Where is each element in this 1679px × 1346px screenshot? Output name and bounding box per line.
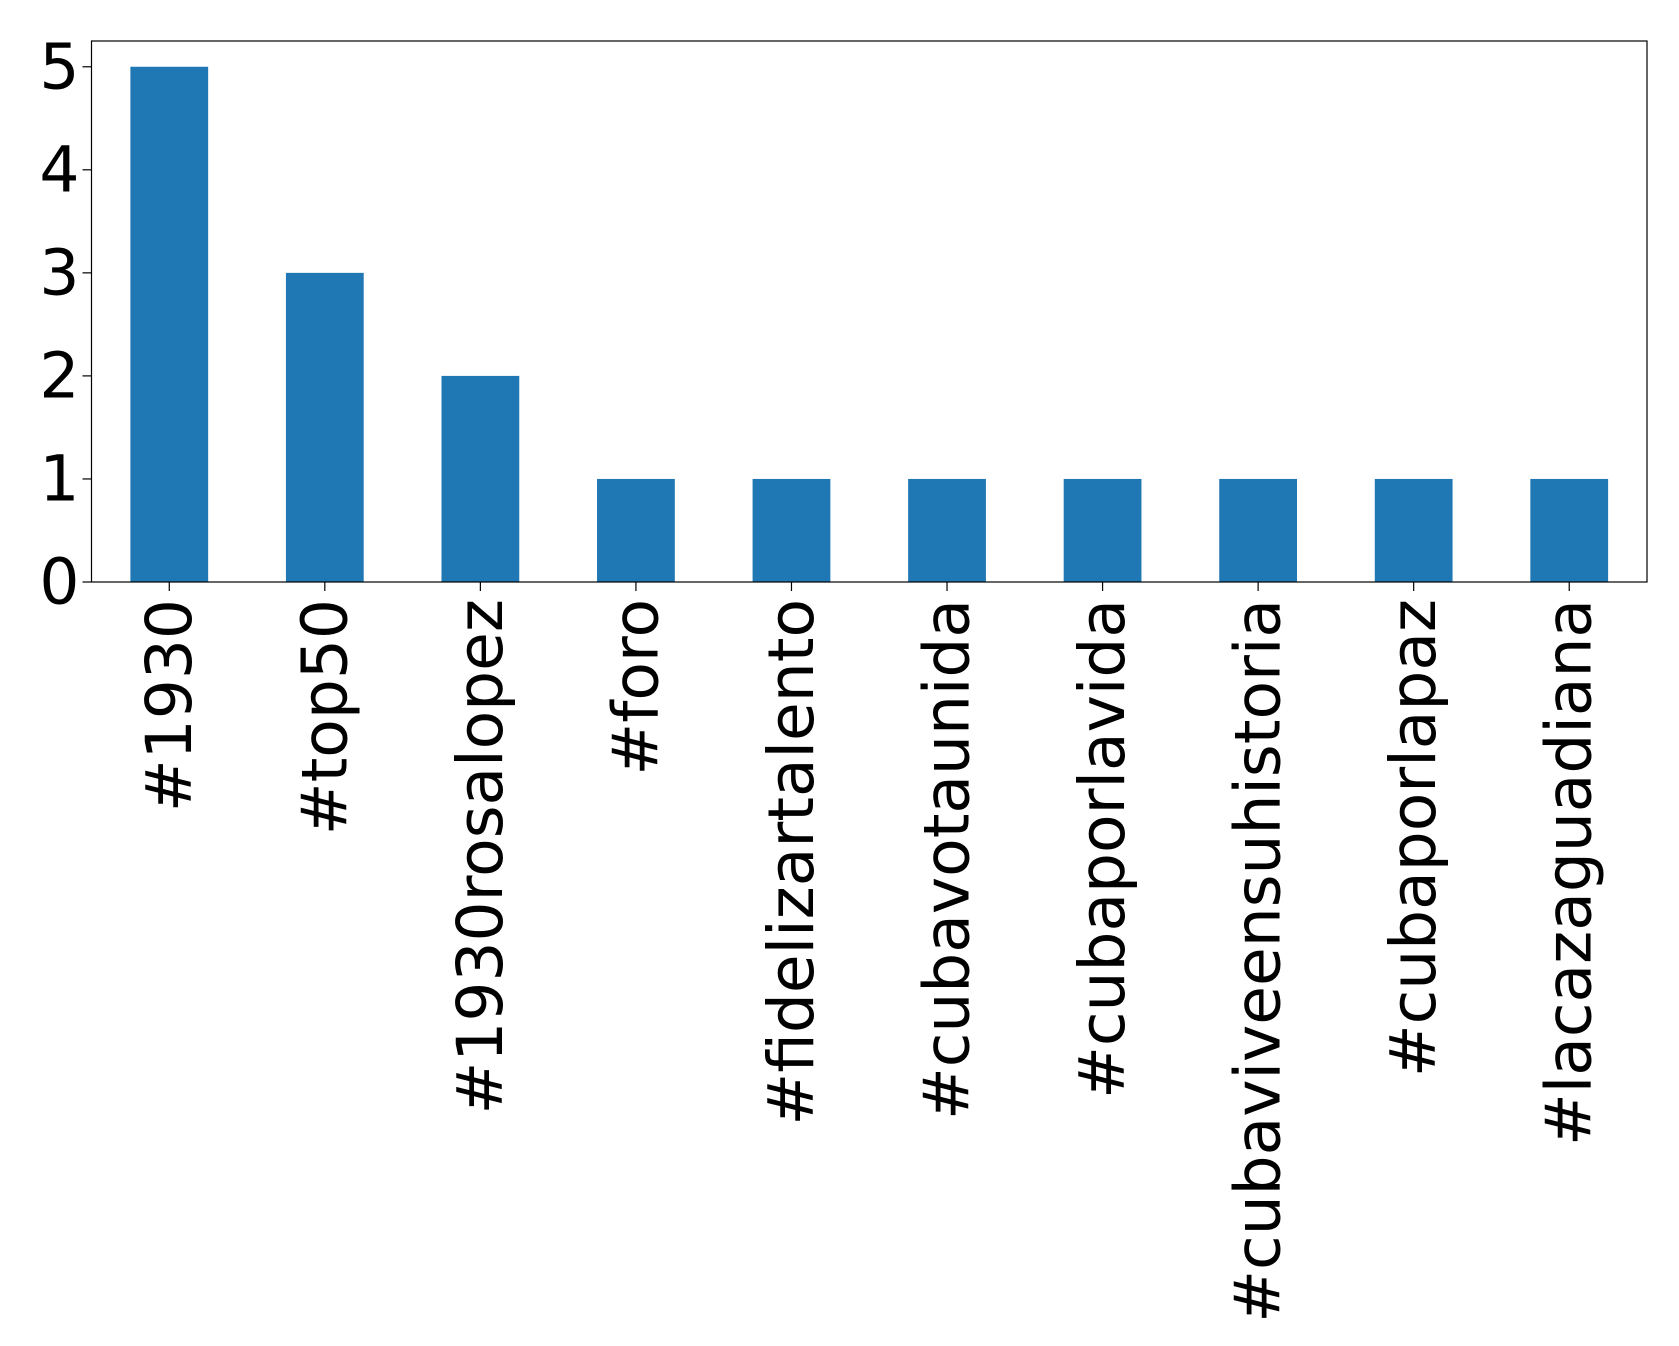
y-tick-label: 4 — [39, 133, 79, 206]
bar — [1063, 478, 1142, 582]
y-tick-label: 1 — [39, 442, 79, 515]
bar — [285, 272, 364, 582]
x-tick-label: #1930 — [133, 599, 206, 812]
y-tick-label: 3 — [39, 236, 79, 309]
x-tick-label: #cubaporlapaz — [1377, 599, 1450, 1077]
x-tick-label: #cubaporlavida — [1066, 599, 1139, 1099]
x-tick-label: #1930rosalopez — [444, 599, 517, 1114]
plot-frame — [90, 40, 1648, 583]
x-tick-label: #lacazaguadiana — [1533, 599, 1606, 1146]
x-tick-label: #fidelizartalento — [755, 599, 828, 1126]
x-tick-label: #cubaviveensuhistoria — [1222, 599, 1295, 1323]
bar — [1219, 478, 1298, 582]
bar — [597, 478, 675, 582]
bar — [752, 478, 831, 582]
x-tick-label: #foro — [599, 599, 672, 776]
bar — [441, 375, 520, 582]
y-tick-label: 2 — [39, 339, 79, 412]
bar — [130, 66, 209, 582]
bar — [908, 478, 986, 582]
bar — [1530, 478, 1609, 582]
y-tick-label: 5 — [39, 30, 79, 103]
y-tick-label: 0 — [39, 546, 79, 619]
x-tick-label: #cubavotaunida — [911, 599, 984, 1120]
bar — [1374, 478, 1453, 582]
x-tick-label: #top50 — [288, 599, 361, 835]
